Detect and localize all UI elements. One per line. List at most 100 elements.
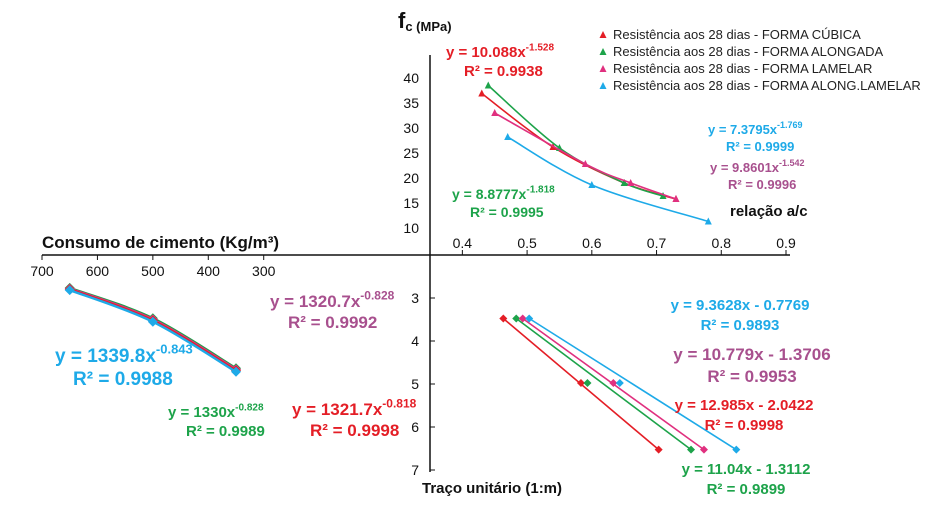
ac-tick-label: 0.6	[582, 235, 602, 251]
trendline-equation: y = 1330x-0.828	[168, 402, 264, 421]
equation-exponent: -0.828	[360, 288, 394, 302]
ac-tick-label: 0.4	[453, 235, 473, 251]
data-point-triangle	[599, 82, 607, 89]
data-point-diamond	[615, 379, 624, 387]
fc-tick-label: 35	[403, 95, 419, 111]
trendline-r2: R² = 0.9995	[470, 204, 544, 220]
trendline-r2: R² = 0.9988	[73, 369, 173, 390]
traco-axis-title: Traço unitário (1:m)	[422, 480, 562, 497]
legend-entry-label: Resistência aos 28 dias - FORMA ALONGADA	[613, 44, 884, 59]
data-point-diamond	[699, 445, 708, 454]
data-point-diamond	[231, 366, 241, 377]
data-point-triangle	[478, 89, 486, 97]
trendline-r2: R² = 0.9953	[707, 367, 796, 386]
legend: Resistência aos 28 dias - FORMA CÚBICA Re…	[599, 27, 921, 93]
traco-ac-trendline	[515, 317, 692, 451]
trendline-equation: y = 10.088x-1.528	[446, 42, 554, 61]
cement-axis-title: Consumo de cimento (Kg/m³)	[42, 233, 279, 252]
data-point-diamond	[576, 379, 585, 387]
ac-tick-label: 0.5	[517, 235, 537, 251]
equation-coefficient: y = 7.3795x	[708, 122, 778, 137]
trendline-equation: y = 9.8601x-1.542	[710, 158, 805, 175]
data-point-diamond	[512, 314, 521, 323]
traco-tick-label: 4	[411, 333, 419, 349]
equation-coefficient: y = 1320.7x	[270, 292, 361, 311]
fc-tick-label: 10	[403, 220, 419, 236]
data-point-triangle	[659, 192, 667, 199]
data-point-diamond	[687, 445, 696, 454]
data-point-triangle	[484, 81, 492, 89]
cement-vs-ac-series	[64, 282, 241, 377]
traco-ac-trendline	[528, 317, 737, 451]
trendline-r2: R² = 0.9893	[701, 317, 780, 334]
equation-coefficient: y = 9.8601x	[710, 160, 780, 175]
data-point-diamond	[609, 379, 618, 387]
data-point-triangle	[704, 217, 712, 225]
equation-exponent: -1.542	[779, 158, 805, 168]
equation-exponent: -0.843	[156, 341, 193, 356]
fc-tick-label: 20	[403, 170, 419, 186]
trendline-equation: y = 1321.7x-0.818	[292, 396, 417, 419]
ac-tick-label: 0.8	[712, 235, 732, 251]
data-point-triangle	[620, 179, 628, 186]
traco-tick-label: 5	[411, 376, 419, 392]
data-point-diamond	[583, 379, 592, 387]
trendline-equation: y = 1339.8x-0.843	[55, 341, 193, 367]
traco-vs-ac-series	[499, 314, 741, 454]
trendline-r2: R² = 0.9999	[726, 139, 794, 154]
fc-tick-labels: 40 35 30 25 20 15 10	[403, 70, 419, 236]
cement-tick-labels: 700 600 500 400 300	[30, 255, 276, 279]
trendline-r2: R² = 0.9938	[464, 63, 543, 80]
ac-axis-title: relação a/c	[730, 203, 808, 220]
cement-tick-label: 600	[86, 263, 110, 279]
data-point-triangle	[491, 109, 499, 116]
equation-exponent: -1.818	[526, 185, 555, 196]
legend-entry-label: Resistência aos 28 dias - FORMA CÚBICA	[613, 27, 861, 42]
trendline-equation: y = 12.985x - 2.0422	[675, 397, 814, 414]
trendline-r2: R² = 0.9989	[186, 423, 265, 440]
ac-tick-labels: 0.4 0.5 0.6 0.7 0.8 0.9	[453, 235, 796, 255]
data-point-diamond	[64, 285, 75, 296]
trendline-equation: y = 9.3628x - 0.7769	[671, 297, 810, 314]
fc-axis-title: fc (MPa)	[398, 8, 452, 34]
fc-tick-label: 25	[403, 145, 419, 161]
equation-exponent: -0.828	[235, 402, 264, 413]
data-point-diamond	[654, 445, 663, 454]
trendline-equation: y = 8.8777x-1.818	[452, 185, 555, 202]
fc-ac-trendline	[494, 112, 677, 200]
trendline-r2: R² = 0.9899	[707, 481, 786, 498]
data-point-triangle	[672, 195, 680, 202]
data-point-diamond	[518, 314, 527, 323]
data-point-diamond	[499, 314, 508, 323]
fc-tick-label: 40	[403, 70, 419, 86]
cement-tick-label: 400	[197, 263, 221, 279]
equation-exponent: -1.528	[526, 42, 555, 53]
equation-exponent: -1.769	[777, 120, 803, 130]
equation-coefficient: y = 8.8777x	[452, 186, 527, 202]
data-point-triangle	[599, 31, 607, 38]
traco-tick-label: 6	[411, 419, 419, 435]
trendline-equation: y = 1320.7x-0.828	[270, 288, 395, 311]
ac-tick-label: 0.9	[776, 235, 796, 251]
trendline-r2: R² = 0.9992	[288, 313, 377, 332]
equation-coefficient: y = 1330x	[168, 404, 236, 421]
traco-tick-label: 7	[411, 462, 419, 478]
equation-coefficient: y = 10.088x	[446, 44, 526, 61]
data-point-triangle	[599, 48, 607, 55]
equation-coefficient: y = 1339.8x	[55, 346, 156, 367]
traco-tick-labels: 3 4 5 6 7	[411, 290, 435, 478]
trendline-r2: R² = 0.9998	[705, 417, 784, 434]
fc-tick-label: 15	[403, 195, 419, 211]
traco-tick-label: 3	[411, 290, 419, 306]
equation-exponent: -0.818	[382, 396, 416, 410]
data-point-triangle	[581, 160, 589, 167]
fc-vs-ac-series	[478, 81, 712, 225]
ac-tick-label: 0.7	[647, 235, 667, 251]
axes	[42, 55, 790, 472]
trendline-equation: y = 10.779x - 1.3706	[673, 345, 830, 364]
data-point-diamond	[525, 314, 534, 323]
equation-coefficient: y = 1321.7x	[292, 400, 383, 419]
data-point-diamond	[732, 445, 741, 454]
fc-axis-subtitle: c (MPa)	[405, 19, 451, 34]
